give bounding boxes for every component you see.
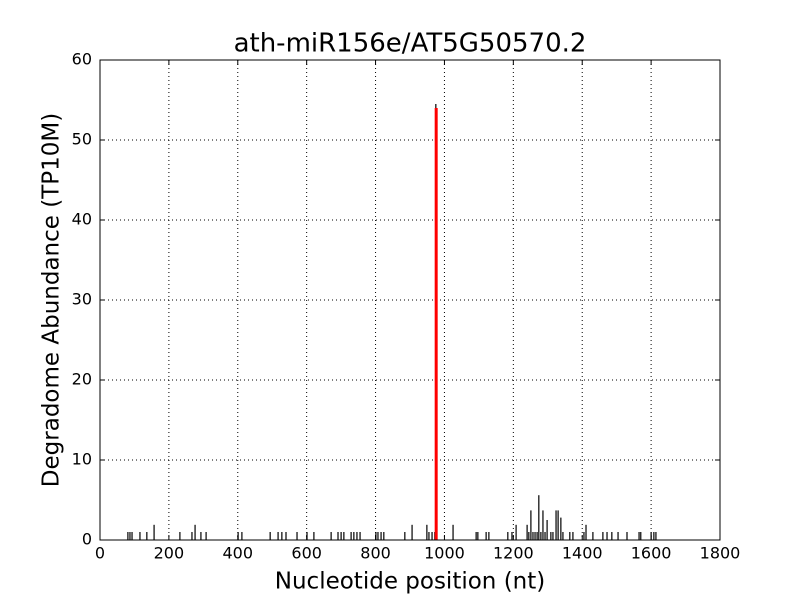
y-axis-label: Degradome Abundance (TP10M) — [39, 113, 65, 487]
x-tick-label: 1800 — [700, 544, 741, 563]
x-tick-label: 1200 — [493, 544, 534, 563]
y-tick-label: 50 — [72, 130, 92, 149]
x-tick-label: 1600 — [631, 544, 672, 563]
x-tick-label: 400 — [223, 544, 254, 563]
chart-title: ath-miR156e/AT5G50570.2 — [234, 29, 587, 59]
x-axis-label: Nucleotide position (nt) — [275, 569, 545, 595]
x-tick-label: 200 — [154, 544, 185, 563]
y-tick-label: 10 — [72, 450, 92, 469]
y-tick-label: 20 — [72, 370, 92, 389]
y-tick-label: 60 — [72, 50, 92, 69]
x-tick-label: 1000 — [424, 544, 465, 563]
y-tick-label: 30 — [72, 290, 92, 309]
y-tick-label: 0 — [82, 530, 92, 549]
x-tick-label: 1400 — [562, 544, 603, 563]
x-tick-label: 600 — [291, 544, 322, 563]
x-tick-label: 800 — [360, 544, 391, 563]
marks — [127, 104, 657, 540]
x-tick-label: 0 — [95, 544, 105, 563]
y-tick-label: 40 — [72, 210, 92, 229]
